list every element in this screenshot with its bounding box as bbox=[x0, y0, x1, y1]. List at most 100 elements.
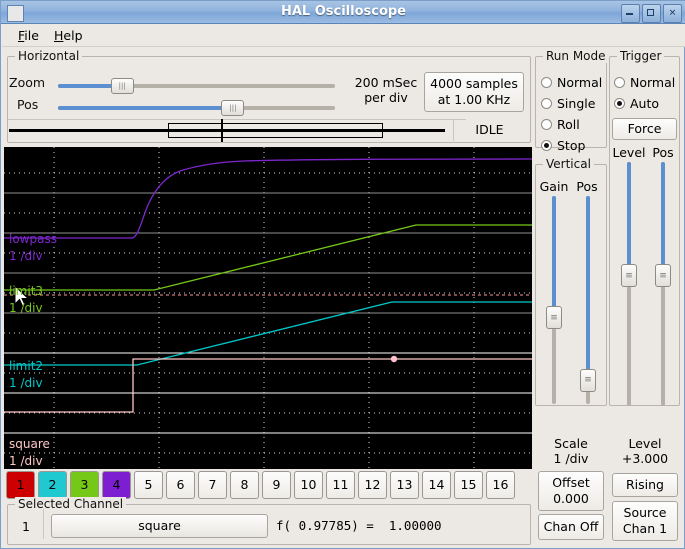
scope-canvas[interactable] bbox=[4, 147, 532, 469]
menu-file[interactable]: File bbox=[18, 28, 39, 43]
position-bar-trigger-tick bbox=[221, 119, 223, 142]
trigger-source-value: Chan 1 bbox=[622, 521, 668, 536]
vertical-scale-readout: Scale 1 /div bbox=[536, 436, 606, 466]
channel-button-row: 1 2 3 4 5 6 7 8 9 10 11 12 13 14 15 16 bbox=[6, 471, 531, 499]
trigger-edge-button[interactable]: Rising bbox=[612, 473, 678, 497]
channel-button-5[interactable]: 5 bbox=[134, 471, 163, 499]
zoom-slider-track[interactable] bbox=[58, 84, 335, 88]
vertical-offset-value: 0.000 bbox=[553, 491, 589, 506]
trigger-source-title: Source bbox=[623, 505, 667, 520]
vertical-gain-handle[interactable] bbox=[546, 306, 562, 330]
time-per-div-value: 200 mSec bbox=[354, 75, 418, 90]
sample-rate-button[interactable]: 4000 samples at 1.00 KHz bbox=[424, 72, 524, 112]
trigger-level-readout-title: Level bbox=[628, 436, 662, 451]
channel-button-10[interactable]: 10 bbox=[294, 471, 323, 499]
vertical-gain-fill bbox=[552, 196, 556, 311]
trigger-level-handle[interactable] bbox=[621, 264, 637, 288]
trigger-mode-normal[interactable]: Normal bbox=[614, 74, 675, 90]
channel-button-9[interactable]: 9 bbox=[262, 471, 291, 499]
pos-label: Pos bbox=[17, 97, 39, 112]
run-status-label: IDLE bbox=[453, 119, 525, 141]
waveform-limit3 bbox=[4, 224, 532, 291]
vertical-gain-label: Gain bbox=[539, 179, 569, 194]
vertical-offset-button[interactable]: Offset 0.000 bbox=[538, 471, 604, 511]
vertical-scale-value: 1 /div bbox=[553, 451, 589, 466]
scope-label-lowpass-name: lowpass bbox=[9, 232, 57, 246]
window-controls: ✕ bbox=[621, 4, 682, 23]
channel-off-button[interactable]: Chan Off bbox=[538, 514, 604, 540]
trigger-pos-slider-label: Pos bbox=[652, 145, 674, 160]
maximize-icon[interactable] bbox=[642, 4, 661, 23]
run-mode-single[interactable]: Single bbox=[541, 95, 595, 111]
pos-slider-handle[interactable] bbox=[221, 100, 245, 116]
time-per-div-unit: per div bbox=[364, 90, 408, 105]
vertical-pos-fill bbox=[586, 196, 590, 373]
scope-label-limit2-scale: 1 /div bbox=[9, 376, 43, 390]
vertical-pos-label: Pos bbox=[576, 179, 598, 194]
grid-vertical-minor bbox=[53, 147, 475, 469]
vertical-gain-slider[interactable] bbox=[546, 196, 562, 404]
horizontal-zoom-slider[interactable] bbox=[58, 78, 335, 94]
channel-button-11[interactable]: 11 bbox=[326, 471, 355, 499]
channel-button-8[interactable]: 8 bbox=[230, 471, 259, 499]
channel-button-4[interactable]: 4 bbox=[102, 471, 131, 499]
vertical-pos-slider[interactable] bbox=[580, 196, 596, 404]
selected-channel-group: Selected Channel bbox=[7, 497, 531, 545]
channel-button-16[interactable]: 16 bbox=[486, 471, 515, 499]
zoom-label: Zoom bbox=[9, 75, 46, 90]
signal-source-button[interactable]: square bbox=[51, 514, 268, 538]
menu-help[interactable]: Help bbox=[54, 28, 83, 43]
channel-button-14[interactable]: 14 bbox=[422, 471, 451, 499]
close-icon[interactable]: ✕ bbox=[663, 4, 682, 23]
run-mode-roll[interactable]: Roll bbox=[541, 116, 580, 132]
scope-display[interactable]: lowpass 1 /div limit3 1 /div limit2 1 /d… bbox=[4, 147, 532, 469]
channel-button-1[interactable]: 1 bbox=[6, 471, 35, 499]
horizontal-pos-slider[interactable] bbox=[58, 100, 335, 116]
trigger-pos-slider[interactable] bbox=[655, 162, 671, 406]
trigger-source-button[interactable]: Source Chan 1 bbox=[612, 501, 678, 541]
position-bar-window[interactable] bbox=[168, 123, 383, 138]
radio-icon bbox=[541, 118, 552, 130]
minimize-icon[interactable] bbox=[621, 4, 640, 23]
horizontal-position-bar[interactable] bbox=[8, 119, 445, 142]
selected-channel-number: 1 bbox=[22, 519, 30, 534]
position-bar-baseline bbox=[9, 129, 445, 132]
channel-off-label: Chan Off bbox=[543, 519, 599, 534]
cursor-dot bbox=[390, 355, 398, 363]
trigger-level-slider[interactable] bbox=[621, 162, 637, 406]
trigger-auto-label: Auto bbox=[630, 95, 660, 111]
run-mode-normal[interactable]: Normal bbox=[541, 74, 602, 90]
title-bar: HAL Oscilloscope ✕ bbox=[1, 1, 685, 24]
run-mode-stop[interactable]: Stop bbox=[541, 137, 585, 153]
zoom-slider-handle[interactable] bbox=[110, 78, 134, 94]
radio-icon-selected bbox=[614, 97, 625, 109]
window-icon bbox=[7, 5, 24, 22]
channel-button-3[interactable]: 3 bbox=[70, 471, 99, 499]
position-bar-frame bbox=[8, 119, 466, 141]
window-title: HAL Oscilloscope bbox=[280, 4, 407, 19]
scope-label-limit3-scale: 1 /div bbox=[9, 301, 43, 315]
channel-button-6[interactable]: 6 bbox=[166, 471, 195, 499]
scope-label-square-scale: 1 /div bbox=[9, 454, 43, 468]
channel-button-13[interactable]: 13 bbox=[390, 471, 419, 499]
waveform-square bbox=[4, 358, 532, 413]
trigger-normal-label: Normal bbox=[630, 74, 676, 90]
sample-count-label: 4000 samples bbox=[430, 76, 518, 91]
horizontal-group: Horizontal bbox=[7, 49, 531, 143]
channel-button-7[interactable]: 7 bbox=[198, 471, 227, 499]
selected-channel-divider bbox=[43, 509, 44, 539]
radio-icon-selected bbox=[541, 139, 552, 151]
channel-button-15[interactable]: 15 bbox=[454, 471, 483, 499]
channel-button-12[interactable]: 12 bbox=[358, 471, 387, 499]
run-mode-normal-label: Normal bbox=[557, 74, 603, 90]
channel-button-2[interactable]: 2 bbox=[38, 471, 67, 499]
run-mode-stop-label: Stop bbox=[557, 137, 586, 153]
force-trigger-button[interactable]: Force bbox=[612, 118, 677, 140]
trigger-mode-auto[interactable]: Auto bbox=[614, 95, 659, 111]
scope-label-limit2-name: limit2 bbox=[9, 359, 44, 373]
trigger-pos-handle[interactable] bbox=[655, 264, 671, 288]
run-mode-single-label: Single bbox=[557, 95, 596, 111]
vertical-pos-handle[interactable] bbox=[580, 368, 596, 392]
selected-channel-legend: Selected Channel bbox=[15, 497, 127, 511]
menu-bar: File Help bbox=[2, 24, 685, 47]
